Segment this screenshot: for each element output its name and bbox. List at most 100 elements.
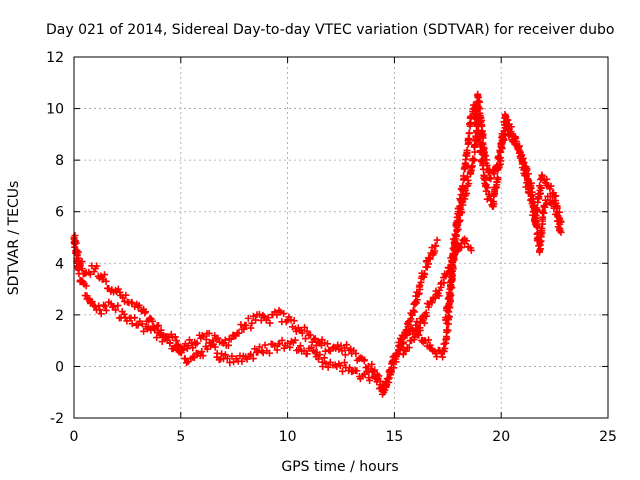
data-point bbox=[425, 336, 433, 344]
data-point bbox=[412, 321, 420, 329]
y-tick-label: 6 bbox=[55, 205, 64, 221]
data-point bbox=[557, 228, 565, 236]
data-point bbox=[515, 144, 523, 152]
data-point bbox=[533, 206, 541, 214]
data-point bbox=[248, 319, 256, 327]
data-point bbox=[466, 120, 474, 128]
data-point bbox=[316, 351, 324, 359]
data-point bbox=[423, 312, 431, 320]
data-point bbox=[112, 306, 120, 314]
data-point bbox=[324, 363, 332, 371]
data-point bbox=[421, 270, 429, 278]
data-point bbox=[384, 375, 392, 383]
data-point bbox=[520, 165, 528, 173]
data-point bbox=[96, 306, 104, 314]
data-point bbox=[78, 277, 86, 285]
data-point bbox=[247, 324, 255, 332]
data-point bbox=[552, 192, 560, 200]
x-tick-label: 25 bbox=[599, 429, 617, 445]
data-point bbox=[412, 299, 420, 307]
data-point bbox=[368, 368, 376, 376]
data-point bbox=[408, 325, 416, 333]
data-point bbox=[346, 364, 354, 372]
data-point bbox=[474, 122, 482, 130]
data-point bbox=[416, 326, 424, 334]
data-point bbox=[476, 134, 484, 142]
data-point bbox=[320, 354, 328, 362]
data-point bbox=[445, 301, 453, 309]
data-point bbox=[396, 334, 404, 342]
data-point bbox=[428, 299, 436, 307]
data-point bbox=[242, 321, 250, 329]
data-point bbox=[228, 352, 236, 360]
x-tick-label: 0 bbox=[70, 429, 79, 445]
data-point bbox=[266, 319, 274, 327]
data-point bbox=[467, 246, 475, 254]
data-point bbox=[189, 344, 197, 352]
data-point bbox=[86, 270, 94, 278]
data-point bbox=[368, 360, 376, 368]
data-point bbox=[338, 367, 346, 375]
data-point bbox=[532, 217, 540, 225]
y-tick-label: 2 bbox=[55, 308, 64, 324]
data-point bbox=[334, 341, 342, 349]
data-point bbox=[497, 157, 505, 165]
data-point bbox=[553, 204, 561, 212]
data-point bbox=[470, 156, 478, 164]
data-point bbox=[536, 241, 544, 249]
data-point bbox=[432, 242, 440, 250]
data-point bbox=[474, 126, 482, 134]
data-point bbox=[301, 323, 309, 331]
data-point bbox=[273, 311, 281, 319]
data-point bbox=[541, 196, 549, 204]
data-point bbox=[167, 330, 175, 338]
data-point bbox=[166, 339, 174, 347]
data-point bbox=[259, 311, 267, 319]
data-point bbox=[540, 209, 548, 217]
data-point bbox=[173, 337, 181, 345]
data-point bbox=[158, 338, 166, 346]
data-point bbox=[383, 381, 391, 389]
data-point bbox=[296, 342, 304, 350]
x-tick-labels: 0 5 10 15 20 25 bbox=[70, 429, 617, 445]
data-point bbox=[498, 145, 506, 153]
data-point bbox=[93, 262, 101, 270]
data-point bbox=[102, 277, 110, 285]
data-point bbox=[528, 195, 536, 203]
data-point bbox=[223, 354, 231, 362]
data-point bbox=[148, 317, 156, 325]
data-point bbox=[440, 279, 448, 287]
data-point bbox=[442, 313, 450, 321]
data-point bbox=[431, 294, 439, 302]
data-point bbox=[465, 180, 473, 188]
data-point bbox=[387, 371, 395, 379]
data-point bbox=[474, 93, 482, 101]
data-point bbox=[447, 269, 455, 277]
plot-frame bbox=[73, 56, 609, 419]
data-point bbox=[448, 257, 456, 265]
data-point bbox=[306, 331, 314, 339]
data-point bbox=[538, 172, 546, 180]
data-point bbox=[310, 336, 318, 344]
data-point bbox=[473, 112, 481, 120]
x-tick-label: 5 bbox=[176, 429, 185, 445]
data-point bbox=[400, 338, 408, 346]
y-tick-label: 0 bbox=[55, 359, 64, 375]
data-point bbox=[504, 116, 512, 124]
data-point bbox=[421, 337, 429, 345]
data-point bbox=[392, 358, 400, 366]
data-point bbox=[480, 171, 488, 179]
data-point bbox=[415, 331, 423, 339]
data-point bbox=[101, 271, 109, 279]
data-point bbox=[286, 343, 294, 351]
data-point bbox=[235, 329, 243, 337]
series-track-a bbox=[70, 231, 441, 394]
data-point bbox=[249, 312, 257, 320]
data-point bbox=[198, 348, 206, 356]
data-point bbox=[437, 280, 445, 288]
data-point bbox=[303, 327, 311, 335]
data-point bbox=[445, 293, 453, 301]
x-tick-label: 20 bbox=[492, 429, 510, 445]
data-point bbox=[522, 172, 530, 180]
data-point bbox=[73, 256, 81, 264]
